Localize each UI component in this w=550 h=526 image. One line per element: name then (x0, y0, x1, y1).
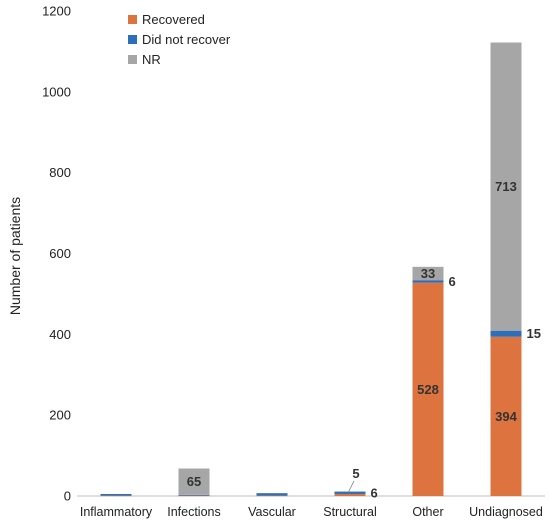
y-tick-label: 800 (49, 165, 71, 180)
bar-segment-nr (178, 468, 210, 495)
bar-segment-recovered (412, 282, 444, 496)
x-tick-label: Vascular (248, 505, 296, 519)
bar-segment-did-not-recover (334, 491, 366, 494)
x-tick-label: Structural (323, 505, 377, 519)
bar-segment-did-not-recover (256, 493, 288, 496)
bar-segment-did-not-recover (490, 330, 522, 337)
data-label: 15 (527, 326, 541, 341)
data-label: 6 (449, 274, 456, 289)
x-tick-label: Undiagnosed (469, 505, 543, 519)
legend-swatch-recovered (128, 15, 137, 24)
x-tick-label: Other (412, 505, 443, 519)
bars (100, 42, 522, 497)
legend-swatch-did-not-recover (128, 35, 137, 44)
data-label: 528 (417, 382, 439, 397)
y-tick-label: 1200 (42, 4, 71, 19)
y-tick-label: 400 (49, 327, 71, 342)
legend-label: NR (142, 52, 161, 67)
bar-segment-nr (412, 266, 444, 281)
data-label: 33 (421, 266, 435, 281)
bar-segment-recovered (334, 493, 366, 496)
y-tick-label: 1000 (42, 84, 71, 99)
legend: Recovered Did not recover NR (128, 12, 231, 67)
legend-swatch-nr (128, 55, 137, 64)
y-tick-label: 600 (49, 246, 71, 261)
data-label: 713 (495, 179, 517, 194)
bar-segment-recovered (100, 495, 132, 497)
data-label: 6 (371, 485, 378, 500)
bar-segment-nr (490, 42, 522, 331)
callout-line (347, 480, 355, 494)
axes: 0 200 400 600 800 1000 1200 Inflammatory Infecti… (42, 4, 545, 519)
data-label: 65 (187, 474, 201, 489)
data-label: 5 (352, 466, 359, 481)
x-tick-label: Inflammatory (80, 505, 153, 519)
y-tick-label: 200 (49, 408, 71, 423)
y-axis-label: Number of patients (7, 197, 23, 315)
legend-label: Did not recover (142, 32, 231, 47)
y-tick-label: 0 (64, 489, 71, 504)
bar-segment-did-not-recover (100, 493, 132, 496)
x-tick-label: Infections (167, 505, 221, 519)
bar-segment-recovered (178, 495, 210, 497)
legend-label: Recovered (142, 12, 205, 27)
data-label: 394 (495, 409, 517, 424)
bar-segment-recovered (256, 495, 288, 497)
bar-segment-recovered (490, 336, 522, 496)
bar-segment-did-not-recover (412, 280, 444, 283)
bar-segment-did-not-recover (178, 494, 210, 496)
